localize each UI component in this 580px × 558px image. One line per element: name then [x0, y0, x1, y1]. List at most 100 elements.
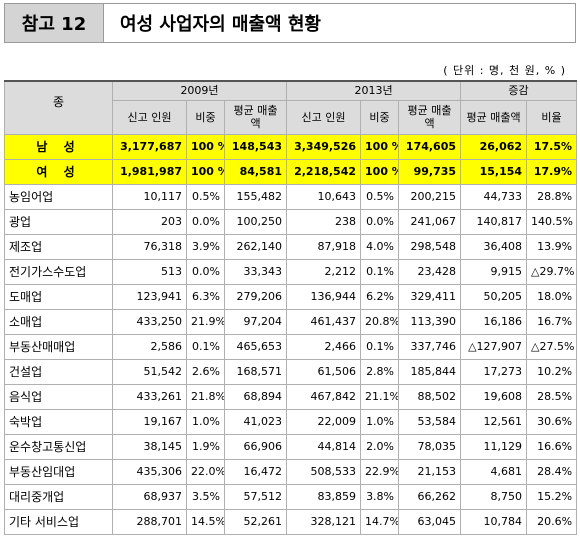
table-cell: 329,411 — [398, 283, 462, 310]
table-cell: 0.1% — [360, 258, 400, 285]
table-cell: 16.7% — [526, 308, 578, 335]
table-cell: 3.5% — [186, 483, 225, 510]
table-cell: 21.8% — [186, 383, 225, 410]
table-cell: 513 — [112, 258, 187, 285]
table-cell: 467,842 — [286, 383, 362, 410]
row-label: 소매업 — [4, 308, 113, 335]
table-cell: 1,981,987 — [112, 158, 187, 185]
row-label: 광업 — [4, 208, 113, 235]
table-row: 대리중개업 68,937 3.5% 57,512 83,859 3.8% 66,262 8,7… — [4, 483, 578, 510]
table-cell: 68,937 — [112, 483, 187, 510]
table-cell: 433,261 — [112, 383, 187, 410]
table-row: 도매업 123,941 6.3% 279,206 136,944 6.2% 329,411 5… — [4, 283, 578, 310]
table-cell: 1.9% — [186, 433, 225, 460]
table-row: 숙박업 19,167 1.0% 41,023 22,009 1.0% 53,584 12,56… — [4, 408, 578, 435]
table-cell: 203 — [112, 208, 187, 235]
table-cell: 279,206 — [223, 283, 288, 310]
table-cell: 155,482 — [223, 183, 288, 210]
table-cell: 18.0% — [526, 283, 578, 310]
table-cell: 53,584 — [398, 408, 462, 435]
table-cell: 288,701 — [112, 508, 187, 535]
table-cell: 8,750 — [460, 483, 528, 510]
table-cell: 241,067 — [398, 208, 462, 235]
title-bar: 참고 12 여성 사업자의 매출액 현황 — [4, 3, 576, 43]
table-cell: 2,212 — [286, 258, 362, 285]
header-2009-avg: 평균 매출액 — [223, 99, 288, 135]
page-title: 여성 사업자의 매출액 현황 — [104, 3, 576, 43]
table-cell: 6.3% — [186, 283, 225, 310]
row-label: 남 성 — [4, 133, 113, 160]
table-row: 제조업 76,318 3.9% 262,140 87,918 4.0% 298,548 36,… — [4, 233, 578, 260]
table-row: 음식업 433,261 21.8% 68,894 467,842 21.1% 88,502 1… — [4, 383, 578, 410]
table-cell: 123,941 — [112, 283, 187, 310]
table-cell: 2,466 — [286, 333, 362, 360]
table-cell: 3.9% — [186, 233, 225, 260]
table-cell: 76,318 — [112, 233, 187, 260]
table-cell: 100 % — [360, 158, 400, 185]
table-cell: 328,121 — [286, 508, 362, 535]
table-cell: 0.1% — [186, 333, 225, 360]
table-row: 기타 서비스업 288,701 14.5% 52,261 328,121 14.7% 63,… — [4, 508, 578, 535]
table-cell: 20.6% — [526, 508, 578, 535]
table-cell: 100 % — [360, 133, 400, 160]
table-cell: 9,915 — [460, 258, 528, 285]
table-cell: 3,177,687 — [112, 133, 187, 160]
header-change-rate: 비율 — [526, 99, 578, 135]
table-cell: 337,746 — [398, 333, 462, 360]
table-cell: 3.8% — [360, 483, 400, 510]
table-cell: 33,343 — [223, 258, 288, 285]
table-cell: 508,533 — [286, 458, 362, 485]
table-cell: 23,428 — [398, 258, 462, 285]
table-cell: 15.2% — [526, 483, 578, 510]
table-cell: 22.0% — [186, 458, 225, 485]
row-label: 부동산매매업 — [4, 333, 113, 360]
table-cell: 22,009 — [286, 408, 362, 435]
table-cell: 16.6% — [526, 433, 578, 460]
table-cell: 100 % — [186, 158, 225, 185]
row-label: 전기가스수도업 — [4, 258, 113, 285]
header-year-2009: 2009년 — [111, 80, 288, 101]
table-cell: 99,735 — [398, 158, 462, 185]
table-cell: 12,561 — [460, 408, 528, 435]
table-cell: 10.2% — [526, 358, 578, 385]
table-cell: 100 % — [186, 133, 225, 160]
table-cell: 19,167 — [112, 408, 187, 435]
row-label: 건설업 — [4, 358, 113, 385]
table-cell: 185,844 — [398, 358, 462, 385]
table-cell: 21.1% — [360, 383, 400, 410]
row-label: 여 성 — [4, 158, 113, 185]
table-cell: 262,140 — [223, 233, 288, 260]
table-cell: 140,817 — [460, 208, 528, 235]
table-cell: 17.9% — [526, 158, 578, 185]
table-cell: 44,733 — [460, 183, 528, 210]
row-label: 도매업 — [4, 283, 113, 310]
table-cell: △127,907 — [460, 333, 528, 360]
table-cell: 50,205 — [460, 283, 528, 310]
table-cell: 16,472 — [223, 458, 288, 485]
table-row: 건설업 51,542 2.6% 168,571 61,506 2.8% 185,844 17,… — [4, 358, 578, 385]
table-cell: 28.5% — [526, 383, 578, 410]
table-cell: 136,944 — [286, 283, 362, 310]
table-cell: 78,035 — [398, 433, 462, 460]
table-cell: 19,608 — [460, 383, 528, 410]
row-label: 숙박업 — [4, 408, 113, 435]
table-cell: 2.0% — [360, 433, 400, 460]
table-row: 광업 203 0.0% 100,250 238 0.0% 241,067 140,817 140… — [4, 208, 578, 235]
table-cell: 433,250 — [112, 308, 187, 335]
table-cell: 2,586 — [112, 333, 187, 360]
table-cell: 465,653 — [223, 333, 288, 360]
table-cell: 28.4% — [526, 458, 578, 485]
table-cell: 16,186 — [460, 308, 528, 335]
header-2009-count: 신고 인원 — [112, 99, 187, 135]
table-cell: 3,349,526 — [286, 133, 362, 160]
row-label: 운수창고통신업 — [4, 433, 113, 460]
table-cell: 10,784 — [460, 508, 528, 535]
header-2013-share: 비중 — [360, 99, 400, 135]
table-cell: 97,204 — [223, 308, 288, 335]
table-cell: 10,643 — [286, 183, 362, 210]
table-cell: 0.0% — [186, 208, 225, 235]
table-cell: 14.7% — [360, 508, 400, 535]
table-cell: 14.5% — [186, 508, 225, 535]
table-cell: 10,117 — [112, 183, 187, 210]
